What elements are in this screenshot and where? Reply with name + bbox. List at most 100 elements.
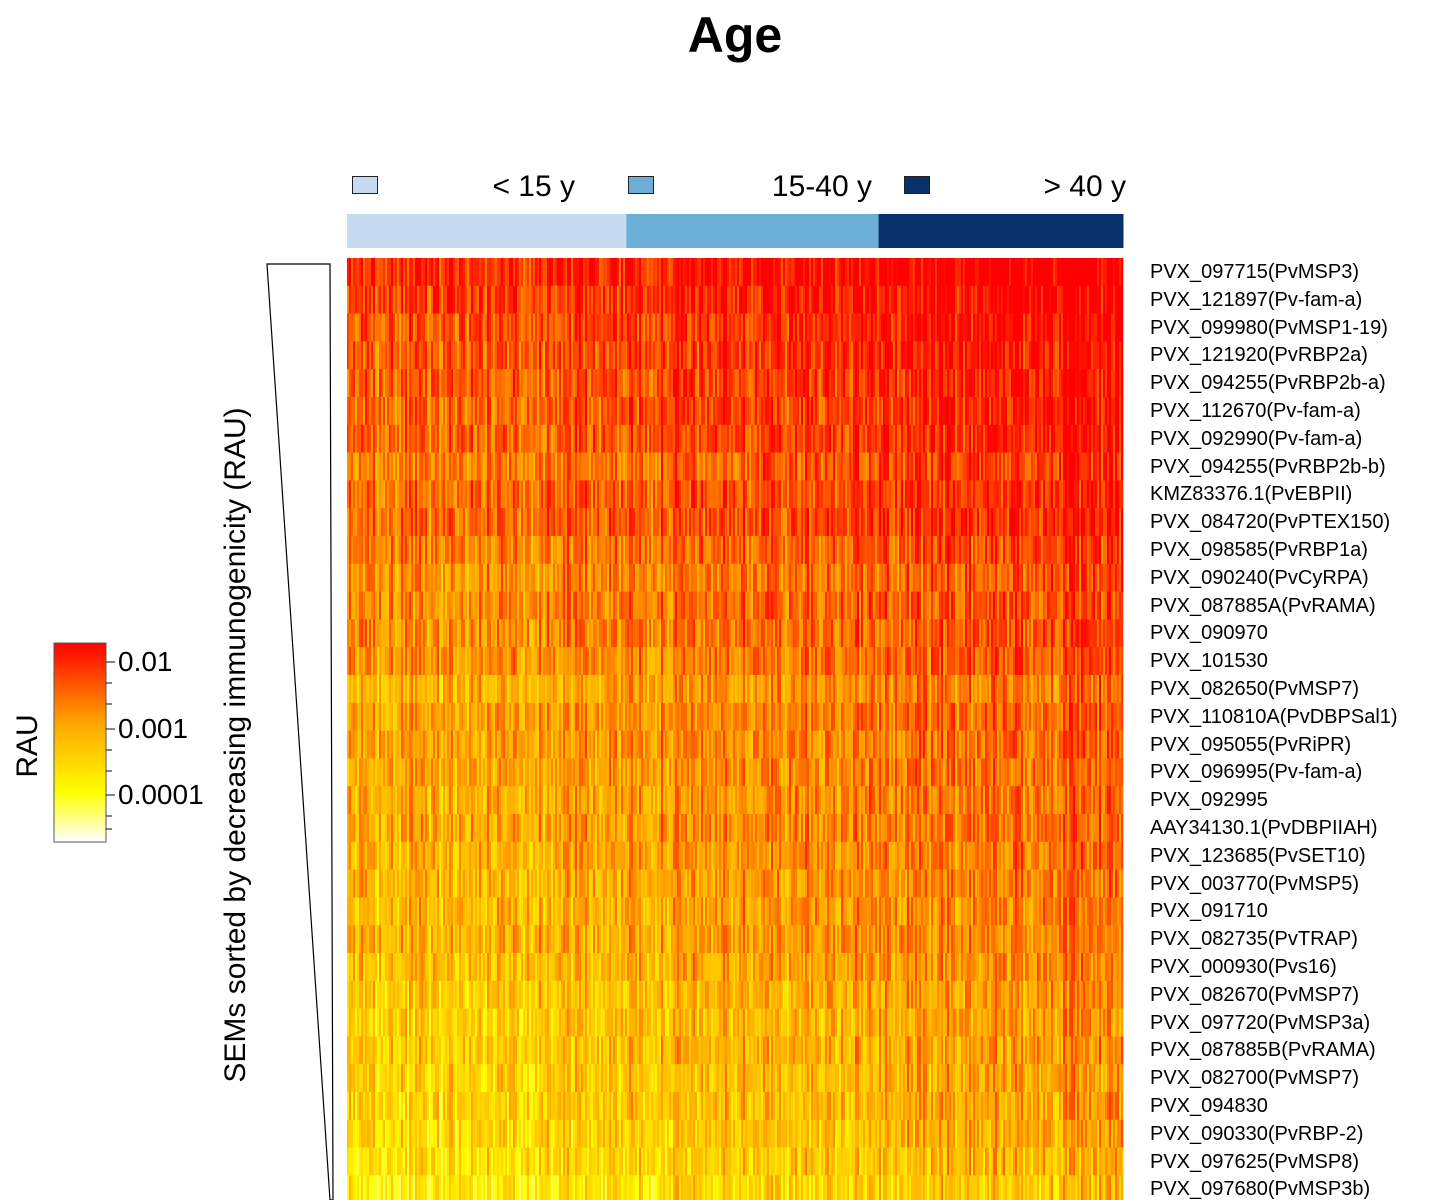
heatmap-cell <box>429 258 432 287</box>
heatmap-cell <box>621 258 624 287</box>
heatmap-cell <box>761 563 764 592</box>
heatmap-cell <box>623 369 626 398</box>
heatmap-cell <box>451 258 454 287</box>
heatmap-cell <box>779 285 782 314</box>
heatmap-cell <box>1039 258 1042 287</box>
heatmap-cell <box>355 480 358 509</box>
heatmap-cell <box>649 258 652 287</box>
heatmap-cell <box>607 591 610 620</box>
heatmap-cell <box>911 508 914 537</box>
heatmap-cell <box>729 480 732 509</box>
heatmap-cell <box>921 313 924 342</box>
heatmap-cell <box>719 258 722 287</box>
heatmap-cell <box>773 508 776 537</box>
heatmap-cell <box>971 452 974 481</box>
heatmap-cell <box>1003 480 1006 509</box>
heatmap-cell <box>611 591 614 620</box>
heatmap-cell <box>739 341 742 370</box>
heatmap-cell <box>1033 341 1036 370</box>
heatmap-cell <box>479 508 482 537</box>
heatmap-cell <box>377 424 380 453</box>
heatmap-cell <box>525 397 528 426</box>
heatmap-cell <box>393 452 396 481</box>
heatmap-cell <box>877 258 880 287</box>
heatmap-cell <box>667 341 670 370</box>
heatmap-cell <box>379 536 382 565</box>
heatmap-cell <box>653 591 656 620</box>
heatmap-cell <box>1111 480 1114 509</box>
heatmap-cell <box>593 452 596 481</box>
heatmap-cell <box>825 285 828 314</box>
heatmap-cell <box>379 341 382 370</box>
heatmap-cell <box>347 563 350 592</box>
heatmap-cell <box>1069 258 1072 287</box>
heatmap-cell <box>1023 424 1026 453</box>
heatmap-cell <box>427 508 430 537</box>
heatmap-cell <box>999 563 1002 592</box>
heatmap-cell <box>793 369 796 398</box>
heatmap-cell <box>427 313 430 342</box>
heatmap-cell <box>787 313 790 342</box>
heatmap-cell <box>405 341 408 370</box>
heatmap-cell <box>1007 452 1010 481</box>
heatmap-cell <box>665 424 668 453</box>
heatmap-cell <box>509 480 512 509</box>
heatmap-cell <box>951 285 954 314</box>
heatmap-cell <box>657 258 660 287</box>
heatmap-cell <box>829 452 832 481</box>
heatmap-cell <box>657 591 660 620</box>
heatmap-cell <box>371 563 374 592</box>
heatmap-cell <box>1057 341 1060 370</box>
heatmap-cell <box>491 424 494 453</box>
heatmap-cell <box>849 369 852 398</box>
heatmap-cell <box>865 563 868 592</box>
heatmap-cell <box>823 285 826 314</box>
heatmap-cell <box>1065 258 1068 287</box>
heatmap-cell <box>675 591 678 620</box>
heatmap-cell <box>655 285 658 314</box>
heatmap-cell <box>865 285 868 314</box>
heatmap-cell <box>553 424 556 453</box>
heatmap-cell <box>617 591 620 620</box>
heatmap-cell <box>993 258 996 287</box>
heatmap-cell <box>513 563 516 592</box>
heatmap-cell <box>631 285 634 314</box>
heatmap-cell <box>1011 536 1014 565</box>
heatmap-cell <box>401 508 404 537</box>
heatmap-cell <box>743 285 746 314</box>
heatmap-cell <box>423 452 426 481</box>
heatmap-cell <box>679 452 682 481</box>
heatmap-cell <box>603 313 606 342</box>
heatmap-cell <box>817 313 820 342</box>
heatmap-cell <box>663 508 666 537</box>
heatmap-cell <box>955 536 958 565</box>
heatmap-cell <box>611 397 614 426</box>
heatmap-cell <box>1091 536 1094 565</box>
heatmap-cell <box>761 258 764 287</box>
heatmap-cell <box>421 536 424 565</box>
heatmap-cell <box>977 591 980 620</box>
heatmap-cell <box>861 424 864 453</box>
heatmap-cell <box>777 563 780 592</box>
heatmap-cell <box>551 480 554 509</box>
heatmap-cell <box>841 591 844 620</box>
heatmap-cell <box>495 313 498 342</box>
heatmap-cell <box>845 341 848 370</box>
heatmap-cell <box>923 285 926 314</box>
heatmap-cell <box>525 563 528 592</box>
heatmap-cell <box>769 563 772 592</box>
heatmap-cell <box>961 397 964 426</box>
heatmap-cell <box>705 341 708 370</box>
heatmap-cell <box>691 313 694 342</box>
heatmap-cell <box>557 480 560 509</box>
heatmap-cell <box>867 397 870 426</box>
heatmap-cell <box>363 452 366 481</box>
heatmap-cell <box>425 452 428 481</box>
heatmap-cell <box>1105 563 1108 592</box>
heatmap-cell <box>1117 536 1120 565</box>
heatmap-cell <box>535 536 538 565</box>
heatmap-cell <box>1013 424 1016 453</box>
heatmap-cell <box>999 369 1002 398</box>
heatmap-cell <box>469 369 472 398</box>
heatmap-cell <box>617 285 620 314</box>
